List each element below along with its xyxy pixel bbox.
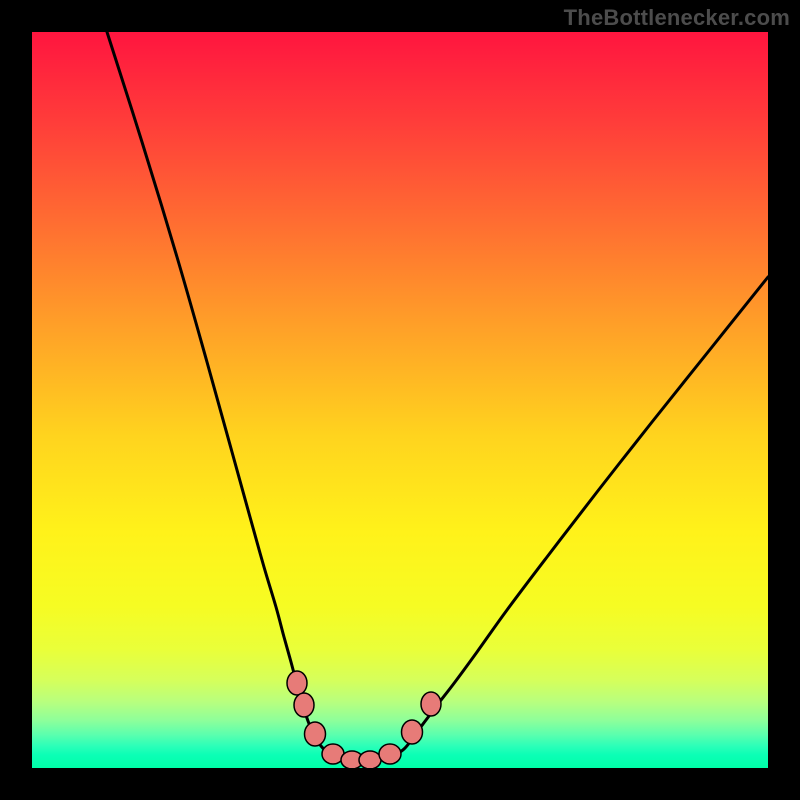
data-bead-5: [359, 751, 381, 768]
watermark-text: TheBottlenecker.com: [564, 5, 790, 31]
data-bead-2: [305, 722, 326, 746]
plot-area: [32, 32, 768, 768]
data-bead-8: [421, 692, 441, 716]
frame-left: [0, 0, 32, 800]
data-bead-0: [287, 671, 307, 695]
frame-right: [768, 0, 800, 800]
frame-bottom: [0, 768, 800, 800]
data-bead-1: [294, 693, 314, 717]
data-bead-6: [379, 744, 401, 764]
curve-left: [107, 32, 345, 760]
curve-right: [380, 277, 768, 760]
chart-overlay-svg: [32, 32, 768, 768]
data-bead-7: [402, 720, 423, 744]
